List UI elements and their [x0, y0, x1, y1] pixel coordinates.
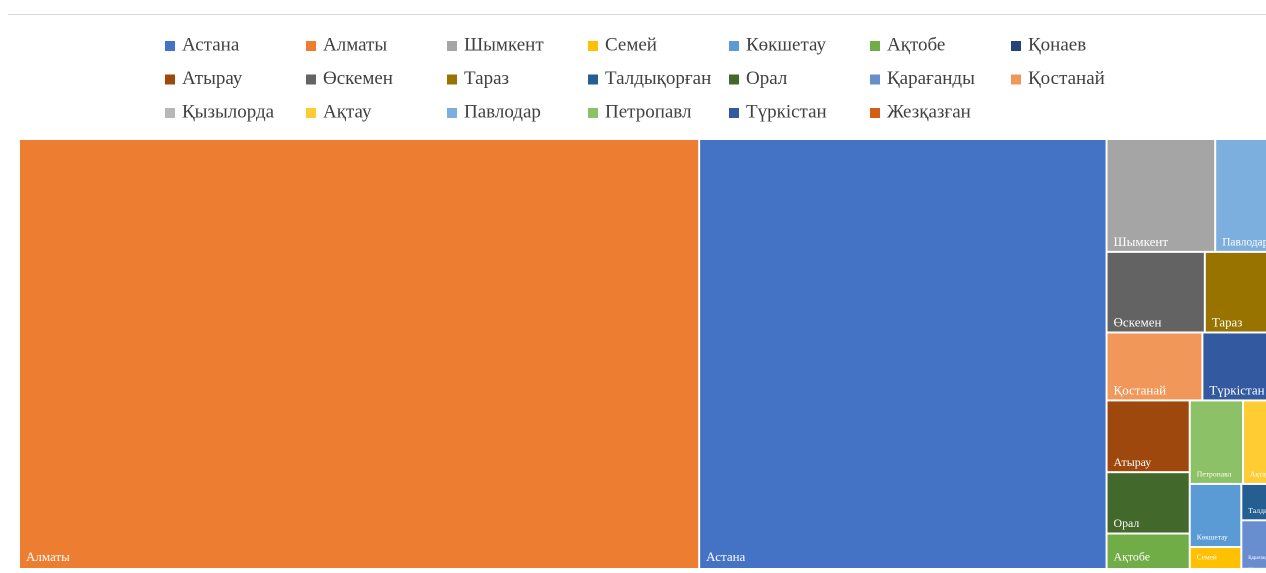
treemap-tile — [1242, 521, 1266, 568]
legend-label: Шымкент — [464, 34, 544, 55]
legend-swatch — [588, 41, 598, 51]
legend-swatch — [729, 41, 739, 51]
treemap-tile — [700, 140, 1106, 573]
treemap-tile — [1205, 252, 1266, 332]
legend-swatch — [588, 74, 598, 85]
treemap-tile — [1107, 333, 1202, 400]
legend-swatch — [1011, 74, 1021, 85]
tile-label: Павлодар — [1222, 236, 1266, 248]
legend-label: Атырау — [182, 68, 243, 89]
treemap-tile — [1242, 484, 1266, 520]
legend-swatch — [165, 108, 175, 118]
legend-label: Алматы — [323, 34, 387, 55]
legend-label: Астана — [182, 34, 240, 55]
treemap-tile — [1190, 401, 1243, 483]
legend-swatch — [870, 41, 880, 51]
legend-label: Түркістан — [746, 101, 827, 122]
tile-label: Семей — [1197, 553, 1217, 562]
treemap-tile — [1107, 252, 1204, 332]
treemap-tile — [20, 140, 699, 573]
treemap-tile — [1107, 473, 1189, 533]
treemap-tile — [1107, 140, 1215, 251]
legend-label: Өскемен — [323, 68, 393, 89]
tile-label: Қостанай — [1114, 382, 1167, 397]
treemap-tile — [1216, 140, 1266, 251]
tile-label: Талдықорған — [1248, 506, 1266, 515]
legend-label: Тараз — [464, 68, 509, 89]
legend-swatch — [165, 41, 175, 51]
legend-label: Қостанай — [1028, 68, 1105, 89]
legend-label: Қонаев — [1028, 34, 1086, 55]
tile-label: Ақтобе — [1114, 550, 1150, 564]
legend-label: Ақтобе — [887, 34, 945, 55]
legend-swatch — [447, 108, 457, 118]
legend-swatch — [870, 108, 880, 118]
legend-swatch — [588, 108, 598, 118]
legend-swatch — [729, 74, 739, 85]
tile-label: Қарағанды — [1248, 556, 1266, 561]
legend-swatch — [1011, 41, 1021, 51]
tile-label: Орал — [1114, 516, 1140, 530]
legend-label: Қызылорда — [182, 101, 275, 122]
tile-label: Көкшетау — [1197, 533, 1228, 542]
legend-label: Семей — [605, 34, 657, 55]
legend-label: Ақтау — [323, 101, 372, 122]
legend-label: Көкшетау — [746, 34, 826, 55]
legend-swatch — [306, 41, 316, 51]
legend-label: Қарағанды — [887, 68, 975, 89]
legend-label: Жезқазған — [887, 101, 971, 122]
tile-label: Астана — [706, 549, 745, 564]
legend-label: Петропавл — [605, 101, 692, 122]
treemap-tile — [1107, 401, 1189, 472]
legend-swatch — [165, 74, 175, 85]
legend-swatch — [306, 108, 316, 118]
legend-label: Талдықорған — [605, 68, 711, 89]
tile-label: Шымкент — [1114, 234, 1169, 249]
tile-label: Түркістан — [1209, 382, 1264, 397]
treemap-tile — [1107, 534, 1189, 573]
legend-swatch — [729, 108, 739, 118]
legend-label: Павлодар — [464, 101, 541, 122]
legend-swatch — [447, 41, 457, 51]
tile-label: Өскемен — [1114, 314, 1162, 329]
treemap-tile — [1244, 401, 1266, 483]
treemap-tile — [1203, 333, 1266, 400]
legend-label: Орал — [746, 68, 788, 89]
legend-swatch — [306, 74, 316, 85]
legend-swatch — [870, 74, 880, 85]
tile-label: Атырау — [1114, 455, 1152, 469]
tile-label: Алматы — [26, 549, 70, 564]
treemap-tile — [1190, 484, 1241, 547]
tile-label: Тараз — [1212, 315, 1243, 329]
legend-swatch — [447, 74, 457, 85]
tile-label: Петропавл — [1197, 470, 1232, 479]
tile-label: Ақтау — [1250, 470, 1266, 479]
